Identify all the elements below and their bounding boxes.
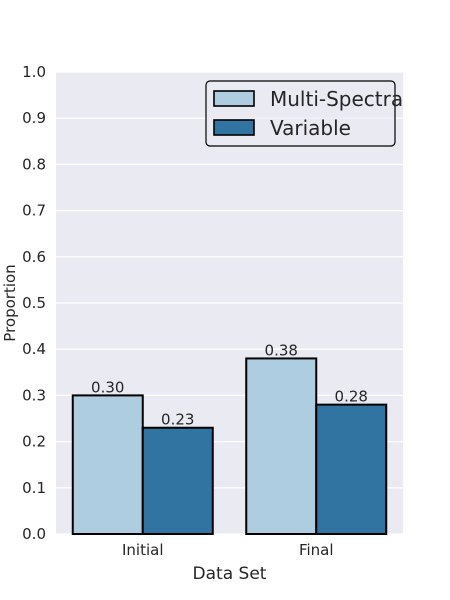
bar-value-label: 0.30 xyxy=(91,378,124,396)
bar-value-label: 0.23 xyxy=(161,411,194,429)
y-tick-label: 0.6 xyxy=(22,248,46,266)
y-tick-label: 0.8 xyxy=(22,155,46,173)
y-tick-label: 0.3 xyxy=(22,386,46,404)
y-tick-label: 0.0 xyxy=(22,525,46,543)
y-tick-label: 0.9 xyxy=(22,109,46,127)
x-axis-title: Data Set xyxy=(193,564,267,584)
x-tick-label: Initial xyxy=(122,541,164,559)
x-axis-ticks: Initial Final xyxy=(122,541,334,559)
bar-variable-final xyxy=(315,403,388,536)
bar-multi-spectra-final xyxy=(245,357,318,535)
legend-label: Variable xyxy=(270,116,351,140)
y-tick-label: 0.7 xyxy=(22,202,46,220)
bars xyxy=(71,357,388,536)
y-axis-title: Proportion xyxy=(1,264,19,341)
y-tick-label: 0.2 xyxy=(22,433,46,451)
y-tick-label: 0.4 xyxy=(22,340,46,358)
bar-value-labels: 0.30 0.23 0.38 0.28 xyxy=(91,341,368,428)
bar-value-label: 0.28 xyxy=(335,388,368,406)
x-tick-label: Final xyxy=(299,541,334,559)
y-tick-label: 0.5 xyxy=(22,294,46,312)
bar-value-label: 0.38 xyxy=(265,341,298,359)
legend-swatch xyxy=(213,90,255,107)
bar-variable-initial xyxy=(141,426,214,535)
y-axis-ticks: 0.0 0.1 0.2 0.3 0.4 0.5 0.6 0.7 0.8 0.9 1.0 xyxy=(22,63,46,543)
legend: Multi-Spectra Variable xyxy=(205,80,403,147)
bar-multi-spectra-initial xyxy=(71,394,144,535)
y-tick-label: 1.0 xyxy=(22,63,46,81)
y-tick-label: 0.1 xyxy=(22,479,46,497)
legend-swatch xyxy=(213,119,255,136)
legend-label: Multi-Spectra xyxy=(270,87,403,111)
